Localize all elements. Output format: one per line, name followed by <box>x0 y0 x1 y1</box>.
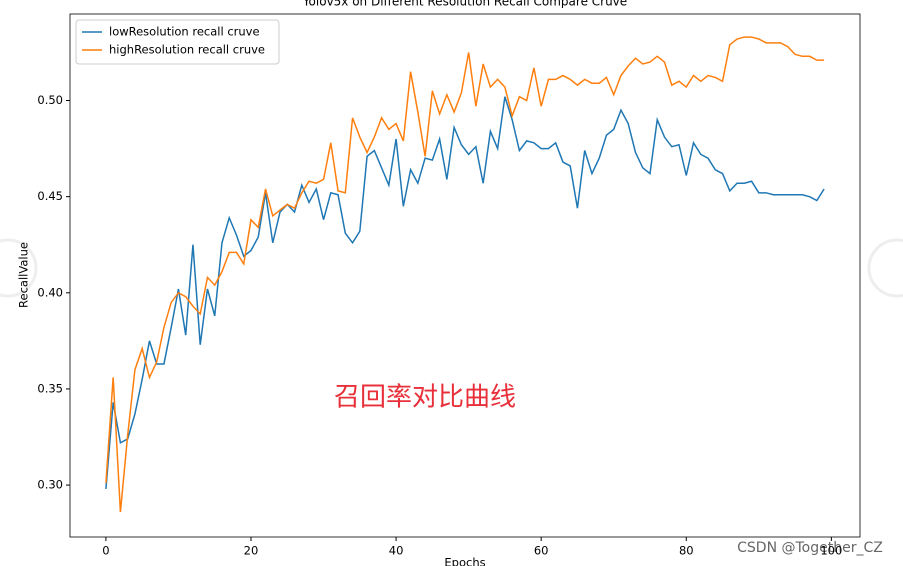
y-tick-label: 0.50 <box>37 93 63 107</box>
annotation: 召回率对比曲线 <box>334 383 516 413</box>
x-tick-label: 100 <box>820 544 842 558</box>
x-tick-label: 40 <box>389 544 404 558</box>
chart-title: Yolov5x on Different Resolution Recall C… <box>302 0 627 9</box>
x-tick-label: 60 <box>534 544 549 558</box>
watermark: CSDN @Together_CZ <box>737 540 883 556</box>
x-tick-label: 20 <box>244 544 259 558</box>
plot-frame <box>69 13 861 538</box>
series-line <box>105 96 825 489</box>
series-line <box>105 36 825 513</box>
legend: lowResolution recall cruve highResolution… <box>75 19 280 65</box>
y-tick-label: 0.35 <box>37 381 63 395</box>
y-tick-label: 0.45 <box>37 189 63 203</box>
legend-frame <box>75 19 280 65</box>
y-tick-label: 0.40 <box>37 285 63 299</box>
y-tick-label: 0.30 <box>37 478 63 492</box>
x-tick-label: 0 <box>102 544 109 558</box>
legend-label: highResolution recall cruve <box>109 43 265 57</box>
y-axis-label: RecallValue <box>17 242 31 308</box>
legend-label: lowResolution recall cruve <box>109 25 260 39</box>
watermark-logo <box>867 238 903 298</box>
watermark-logo <box>0 238 38 298</box>
x-axis-label: Epochs <box>444 556 485 566</box>
x-tick-label: 80 <box>679 544 694 558</box>
